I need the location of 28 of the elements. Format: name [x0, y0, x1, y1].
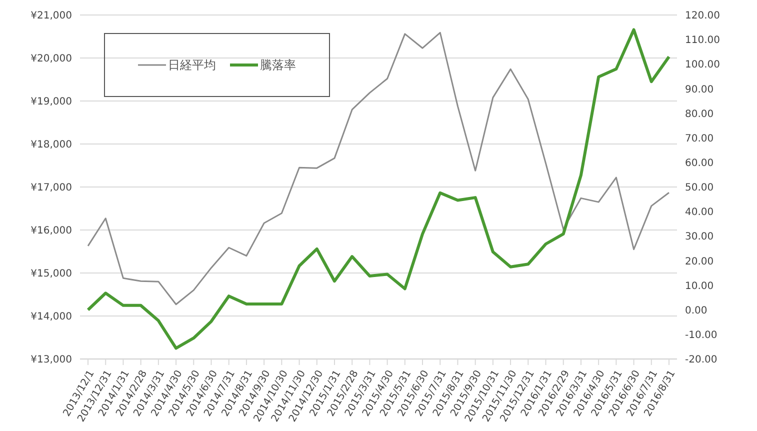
y-tick-label: ¥18,000	[30, 140, 72, 151]
y-tick-label: ¥20,000	[30, 54, 72, 65]
y2-tick-label: 90.00	[685, 84, 714, 96]
y-tick-label: ¥13,000	[30, 354, 72, 366]
y-tick-label: ¥19,000	[30, 96, 72, 108]
legend-label: 日経平均	[167, 56, 216, 74]
y2-tick-label: 100.00	[685, 60, 720, 71]
y2-tick-label: -10.00	[685, 330, 718, 341]
line-series	[87, 32, 670, 306]
y-tick-label: ¥16,000	[30, 226, 72, 237]
y2-tick-label: 50.00	[685, 182, 714, 194]
y2-tick-label: 80.00	[685, 108, 714, 120]
y2-tick-label: 40.00	[685, 207, 714, 218]
y2-tick-label: 120.00	[685, 10, 720, 22]
y2-tick-label: 10.00	[685, 280, 714, 292]
y2-tick-label: 70.00	[685, 133, 714, 144]
legend-label: 騰落率	[259, 56, 296, 74]
y2-tick-label: 110.00	[685, 35, 720, 46]
y2-tick-label: 20.00	[685, 256, 714, 268]
y2-tick-label: 30.00	[685, 232, 714, 243]
y-tick-label: ¥21,000	[30, 10, 72, 22]
y-tick-label: ¥17,000	[30, 182, 72, 194]
line-series	[86, 28, 670, 350]
y2-tick-label: 0.00	[685, 305, 708, 316]
y2-tick-label: -20.00	[685, 354, 718, 366]
y2-tick-label: 60.00	[685, 158, 714, 169]
y-tick-label: ¥15,000	[30, 268, 72, 280]
y-tick-label: ¥14,000	[30, 312, 72, 323]
